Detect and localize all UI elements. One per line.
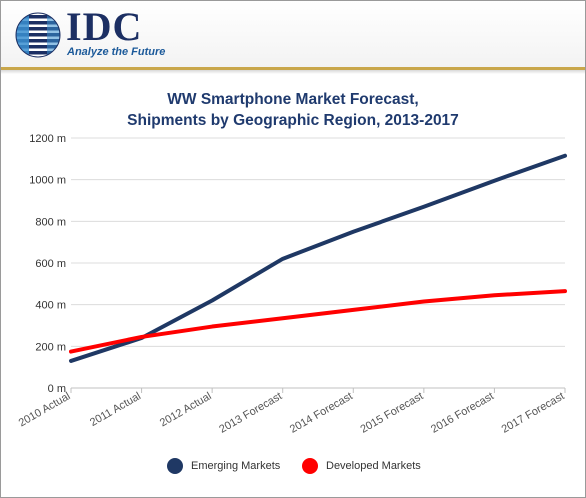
x-tick-label: 2014 Forecast — [288, 390, 355, 436]
y-tick-label: 200 m — [35, 341, 66, 353]
logo-tagline: Analyze the Future — [67, 46, 166, 58]
idc-logo-text: IDC — [66, 4, 143, 49]
chart-title: WW Smartphone Market Forecast, Shipments… — [1, 89, 585, 131]
idc-globe-icon — [15, 12, 61, 58]
chart-title-line-1: WW Smartphone Market Forecast, — [167, 91, 419, 108]
x-tick-label: 2012 Actual — [158, 390, 214, 429]
x-tick-label: 2017 Forecast — [500, 390, 567, 436]
x-tick-label: 2010 Actual — [17, 390, 73, 429]
legend-marker-emerging — [167, 458, 183, 474]
y-tick-label: 800 m — [35, 216, 66, 228]
series-line-developed — [69, 289, 567, 354]
legend-label-emerging: Emerging Markets — [191, 460, 281, 472]
legend-label-developed: Developed Markets — [326, 460, 421, 472]
y-tick-label: 600 m — [35, 258, 66, 270]
x-tick-label: 2011 Actual — [88, 390, 143, 429]
y-tick-label: 400 m — [35, 300, 66, 312]
header-shadow — [1, 70, 585, 74]
x-tick-label: 2016 Forecast — [429, 390, 496, 436]
chart-title-line-2: Shipments by Geographic Region, 2013-201… — [127, 112, 459, 129]
header-divider — [1, 67, 585, 70]
legend-marker-developed — [302, 458, 318, 474]
y-tick-label: 0 m — [48, 383, 66, 395]
series-line-emerging — [69, 153, 567, 363]
x-tick-label: 2013 Forecast — [217, 390, 284, 436]
header: IDC Analyze the Future — [1, 1, 585, 67]
y-tick-label: 1200 m — [29, 133, 66, 145]
x-tick-label: 2015 Forecast — [358, 390, 425, 436]
y-tick-label: 1000 m — [29, 175, 66, 187]
legend: Emerging Markets Developed Markets — [1, 458, 585, 474]
